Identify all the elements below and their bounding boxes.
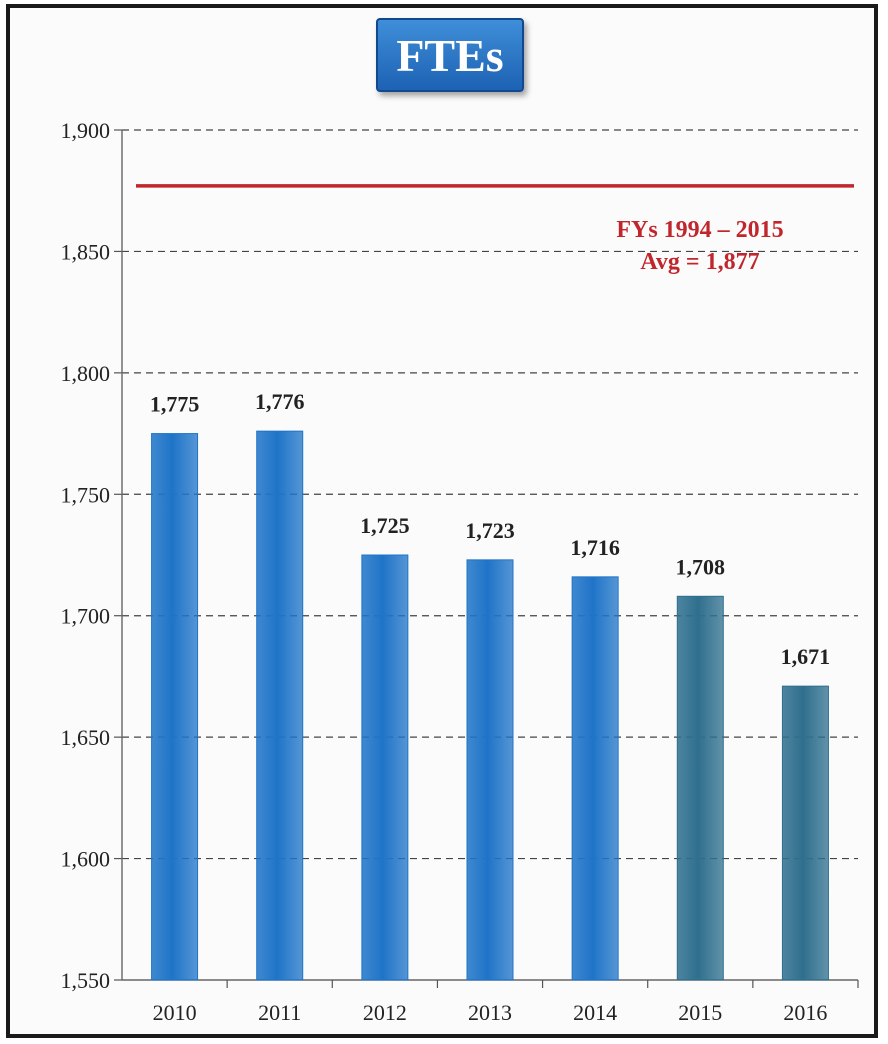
bar-2015 <box>676 595 724 981</box>
x-tick-label: 2010 <box>153 1000 197 1025</box>
bars <box>151 430 829 981</box>
bar-2011 <box>256 430 304 981</box>
x-tick-label: 2016 <box>783 1000 827 1025</box>
value-label: 1,725 <box>360 513 410 538</box>
y-tick-label: 1,550 <box>61 968 111 993</box>
value-label: 1,716 <box>570 535 620 560</box>
y-tick-label: 1,600 <box>61 847 111 872</box>
value-label: 1,723 <box>465 518 515 543</box>
bar-2010 <box>151 433 199 981</box>
value-label: 1,671 <box>781 644 831 669</box>
gridlines <box>122 129 858 860</box>
bar-2014 <box>571 576 619 981</box>
reference-line-label-2: Avg = 1,877 <box>640 249 760 275</box>
value-label: 1,776 <box>255 389 305 414</box>
bar-2012 <box>361 554 409 981</box>
x-tick-label: 2015 <box>678 1000 722 1025</box>
y-tick-label: 1,700 <box>61 604 111 629</box>
value-labels: 1,775 1,776 1,725 1,723 1,716 1,708 1,671 <box>150 389 830 669</box>
x-tick-label: 2014 <box>573 1000 617 1025</box>
reference-line-label-1: FYs 1994 – 2015 <box>616 217 784 243</box>
x-tick-label: 2013 <box>468 1000 512 1025</box>
x-tick-label: 2011 <box>258 1000 301 1025</box>
value-label: 1,775 <box>150 392 200 417</box>
bar-2016 <box>781 685 829 981</box>
y-tick-label: 1,850 <box>61 239 111 264</box>
y-tick-label: 1,800 <box>61 361 111 386</box>
y-tick-label: 1,750 <box>61 482 111 507</box>
x-tick-label: 2012 <box>363 1000 407 1025</box>
reference-line-note: FYs 1994 – 2015 Avg = 1,877 <box>560 214 840 278</box>
y-tick-label: 1,650 <box>61 725 111 750</box>
y-tick-label: 1,900 <box>61 118 111 143</box>
axes: 1,550 1,600 1,650 1,700 1,750 1,800 1,850 1,900… <box>61 118 859 1025</box>
bar-2013 <box>466 559 514 981</box>
chart-title: FTEs <box>376 18 524 92</box>
value-label: 1,708 <box>676 554 726 579</box>
